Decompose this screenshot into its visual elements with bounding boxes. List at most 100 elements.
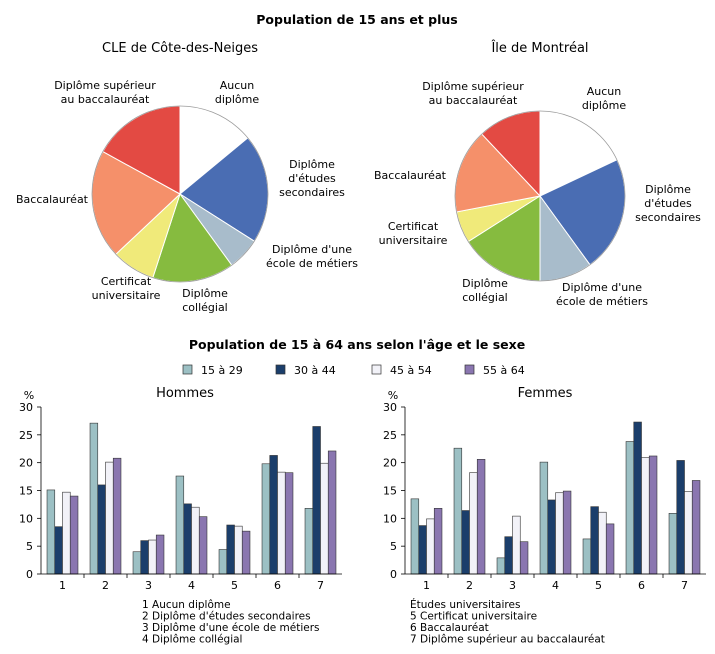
x-tick-label: 4: [552, 579, 559, 592]
pie-label: diplôme: [215, 93, 260, 106]
pie-label: Aucun: [220, 79, 255, 92]
bar: [132, 551, 142, 575]
category-note: 3 Diplôme d'une école de métiers: [142, 622, 320, 634]
bar: [519, 541, 529, 575]
legend-label: 45 à 54: [390, 364, 432, 377]
legend-label: 15 à 29: [201, 364, 243, 377]
legend-swatch: [182, 364, 193, 375]
y-tick-label: 0: [26, 568, 33, 581]
pie-label: Certificat: [101, 275, 152, 288]
pie-label: Diplôme: [182, 287, 228, 300]
bar: [284, 472, 294, 575]
x-tick-label: 4: [188, 579, 195, 592]
x-tick-label: 7: [317, 579, 324, 592]
pie-label: Diplôme supérieur: [422, 80, 524, 93]
pie-label: secondaires: [635, 211, 701, 224]
bar: [625, 441, 635, 575]
bar: [496, 557, 506, 575]
pie-label: universitaire: [379, 234, 448, 247]
pie-label: secondaires: [279, 186, 345, 199]
bar: [312, 426, 321, 575]
y-tick-label: 15: [19, 485, 33, 498]
pie-label: école de métiers: [266, 257, 358, 270]
bar: [69, 495, 79, 575]
bar: [469, 472, 478, 575]
y-tick-label: 20: [383, 457, 397, 470]
pie-label: d'études: [644, 197, 692, 210]
bar: [539, 461, 549, 575]
pie-label: diplôme: [582, 99, 627, 112]
legend-swatch: [464, 364, 475, 375]
bar: [155, 534, 165, 575]
pie-outline: [454, 110, 626, 282]
bar: [512, 515, 521, 575]
y-tick-label: 20: [19, 457, 33, 470]
pie-group-title: Population de 15 ans et plus: [256, 12, 457, 27]
bar: [633, 421, 642, 575]
pie-label: d'études: [288, 172, 336, 185]
y-axis-unit: %: [24, 389, 34, 402]
y-tick-label: 10: [19, 512, 33, 525]
pie-label: Baccalauréat: [16, 193, 89, 206]
bar: [410, 498, 420, 575]
bar-title-femmes: Femmes: [518, 386, 573, 401]
pie-label: Diplôme supérieur: [54, 79, 156, 92]
bar: [112, 457, 122, 575]
bar: [418, 525, 427, 575]
bar: [426, 518, 435, 575]
x-tick-label: 2: [102, 579, 109, 592]
x-tick-label: 7: [681, 579, 688, 592]
bar: [89, 422, 99, 575]
legend-label: 55 à 64: [483, 364, 525, 377]
x-tick-label: 1: [59, 579, 66, 592]
y-tick-label: 15: [383, 485, 397, 498]
bar: [148, 539, 157, 575]
pie-label: école de métiers: [556, 295, 648, 308]
x-tick-label: 3: [145, 579, 152, 592]
bar: [241, 530, 251, 575]
y-tick-label: 5: [390, 540, 397, 553]
category-note: 2 Diplôme d'études secondaires: [142, 611, 311, 623]
bar: [234, 525, 243, 575]
bar: [304, 508, 314, 575]
bar: [175, 475, 185, 575]
bar: [97, 484, 106, 575]
bar: [598, 511, 607, 575]
legend: 15 à 29 30 à 44 45 à 54 55 à 64: [182, 364, 525, 377]
bar: [433, 508, 443, 575]
bar: [320, 462, 329, 575]
bar: [684, 491, 693, 575]
pie-chart-montreal: AucundiplômeDiplômed'étudessecondairesDi…: [374, 80, 701, 308]
bar: [327, 450, 337, 575]
y-tick-label: 5: [26, 540, 33, 553]
bar: [191, 506, 200, 575]
legend-label: 30 à 44: [294, 364, 336, 377]
bar: [62, 491, 71, 575]
pie-label: au baccalauréat: [429, 94, 518, 107]
pie-label: Diplôme d'une: [562, 281, 642, 294]
bar: [461, 510, 470, 575]
pie-label: au baccalauréat: [61, 93, 150, 106]
bar: [269, 455, 278, 575]
pie-label: Diplôme: [289, 158, 335, 171]
bar: [218, 549, 228, 575]
x-tick-label: 3: [509, 579, 516, 592]
pie-label: Diplôme d'une: [272, 243, 352, 256]
x-tick-label: 6: [638, 579, 645, 592]
bar: [676, 460, 685, 575]
bar-group-title: Population de 15 à 64 ans selon l'âge et…: [189, 337, 525, 352]
legend-swatch: [371, 364, 382, 375]
pie-label: Certificat: [388, 220, 439, 233]
x-tick-label: 1: [423, 579, 430, 592]
y-tick-label: 10: [383, 512, 397, 525]
bar: [547, 499, 556, 575]
pie-label: Baccalauréat: [374, 169, 447, 182]
bar: [198, 516, 208, 575]
bar: [226, 524, 235, 575]
bar-chart-femmes: 0 5 10 15 20 25 30% 1 2 3 4 5 6 7: [383, 389, 706, 592]
bar: [668, 513, 678, 575]
bar: [590, 506, 599, 575]
